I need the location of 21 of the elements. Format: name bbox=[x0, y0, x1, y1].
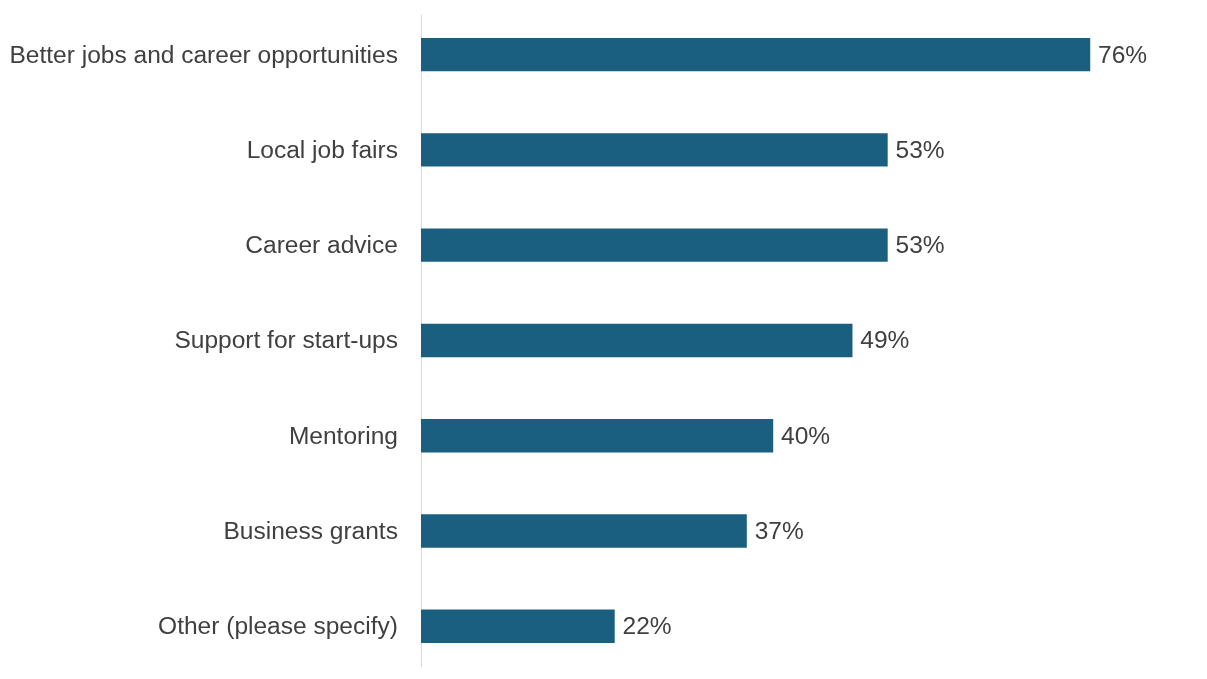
bar bbox=[420, 514, 747, 548]
y-tick-label: Other (please specify) bbox=[158, 612, 398, 640]
bar bbox=[420, 323, 853, 358]
bar bbox=[420, 38, 1091, 72]
data-label: 22% bbox=[622, 612, 672, 640]
data-label: 76% bbox=[1098, 40, 1148, 68]
bar bbox=[420, 419, 774, 453]
bar bbox=[420, 609, 615, 643]
y-tick-label: Support for start-ups bbox=[174, 326, 398, 354]
data-label: 37% bbox=[754, 516, 804, 544]
y-tick-label: Career advice bbox=[245, 231, 398, 259]
bar bbox=[420, 133, 888, 167]
data-label: 40% bbox=[781, 421, 831, 449]
y-tick-label: Mentoring bbox=[288, 421, 398, 449]
data-label: 53% bbox=[895, 231, 945, 259]
y-tick-label: Local job fairs bbox=[246, 135, 398, 163]
y-tick-label: Business grants bbox=[223, 516, 398, 544]
y-tick-label: Better jobs and career opportunities bbox=[9, 40, 398, 68]
data-label: 53% bbox=[895, 135, 945, 163]
bar bbox=[420, 228, 888, 262]
data-label: 49% bbox=[860, 326, 910, 354]
